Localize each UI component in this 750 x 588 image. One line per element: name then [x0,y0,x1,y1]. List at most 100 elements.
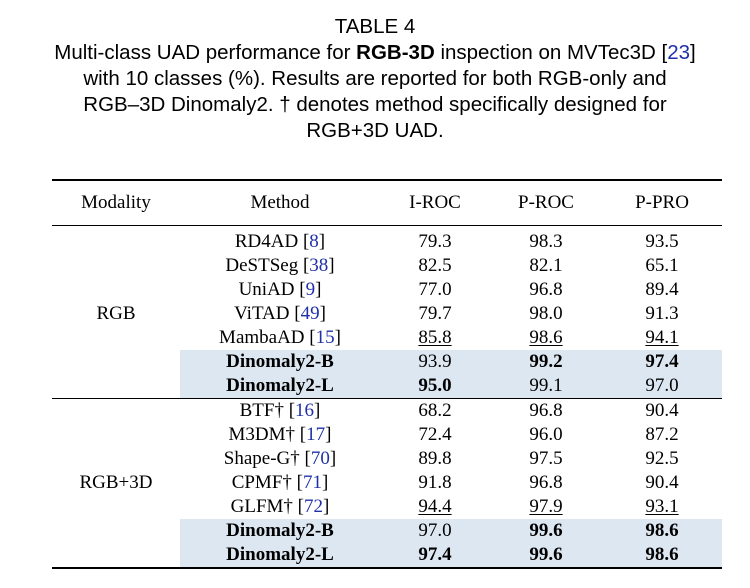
method-cell: Dinomaly2-B [180,519,380,543]
table-number: TABLE 4 [334,15,416,38]
i-roc-cell: 77.0 [418,279,452,300]
citation-link[interactable]: 72 [304,496,324,517]
p-roc-cell: 97.9 [529,496,563,517]
method-cell: DeSTSeg [38] [225,255,335,276]
header-modality: Modality [52,179,180,226]
table-row: M3DM† [17] 72.4 96.0 87.2 [52,423,722,447]
method-cell: Dinomaly2-L [180,374,380,399]
table-row: ViTAD [49] 79.7 98.0 91.3 [52,302,722,326]
p-pro-cell: 97.4 [602,350,722,374]
i-roc-cell: 82.5 [418,255,452,276]
citation-link[interactable]: 23 [667,41,691,64]
caption-text: inspection on MVTec3D [ [434,41,668,64]
i-roc-cell: 68.2 [380,398,490,423]
table-row: RGB RD4AD [8] 79.3 98.3 93.5 [52,230,722,324]
i-roc-cell: 89.8 [418,448,452,469]
caption-text: Multi-class UAD performance for [54,41,357,64]
caption-line-3: RGB–3D Dinomaly2. † denotes method speci… [83,93,667,116]
i-roc-cell: 79.7 [418,303,452,324]
header-row: Modality Method I-ROC P-ROC P-PRO [52,179,722,226]
citation-link[interactable]: 70 [310,448,330,469]
p-pro-cell: 89.4 [645,279,679,300]
p-roc-cell: 96.8 [529,279,563,300]
method-cell: RD4AD [8] [234,231,326,252]
i-roc-cell: 79.3 [418,231,452,252]
i-roc-cell: 94.4 [418,496,452,517]
method-cell: ViTAD [49] [234,303,326,324]
header-method: Method [180,179,380,226]
i-roc-cell: 97.4 [380,543,490,569]
table-row-highlighted: Dinomaly2-B 93.9 99.2 97.4 [52,350,722,374]
i-roc-cell: 85.8 [418,327,452,348]
p-roc-cell: 98.6 [529,327,563,348]
p-pro-cell: 87.2 [645,424,679,445]
citation-link[interactable]: 17 [306,424,326,445]
p-pro-cell: 94.1 [645,327,679,348]
citation-link[interactable]: 16 [295,400,315,421]
modality-cell: RGB+3D [52,398,180,569]
p-roc-cell: 96.0 [529,424,563,445]
table-row: UniAD [9] 77.0 96.8 89.4 [52,278,722,302]
p-pro-cell: 65.1 [645,255,679,276]
header-p-pro: P-PRO [602,179,722,226]
citation-link[interactable]: 9 [305,279,316,300]
p-pro-cell: 93.5 [645,231,679,252]
citation-link[interactable]: 8 [309,231,319,252]
modality-cell: RGB [96,303,136,324]
citation-link[interactable]: 38 [309,255,329,276]
header-i-roc: I-ROC [380,179,490,226]
method-cell: UniAD [9] [238,279,322,300]
p-pro-cell: 91.3 [645,303,679,324]
header-p-roc: P-ROC [490,179,602,226]
caption-line-4: RGB+3D UAD. [306,119,444,142]
method-cell: MambaAD [15] [219,327,341,348]
p-pro-cell: 98.6 [602,543,722,569]
p-roc-cell: 97.5 [529,448,563,469]
i-roc-cell: 95.0 [380,374,490,399]
p-pro-cell: 98.6 [602,519,722,543]
method-cell: M3DM† [17] [228,424,332,445]
table-row: RGB+3D BTF† [16] 68.2 96.8 90.4 [52,398,722,569]
table-row: DeSTSeg [38] 82.5 82.1 65.1 [52,254,722,278]
p-roc-cell: 99.6 [490,519,602,543]
method-cell: Dinomaly2-B [180,350,380,374]
method-cell: BTF† [16] [180,398,380,423]
results-table: Modality Method I-ROC P-ROC P-PRO RGB RD… [52,179,722,569]
p-roc-cell: 98.0 [529,303,563,324]
table-row: MambaAD [15] 85.8 98.6 94.1 [52,326,722,350]
i-roc-cell: 91.8 [418,472,452,493]
method-cell: Dinomaly2-L [180,543,380,569]
i-roc-cell: 93.9 [380,350,490,374]
p-pro-cell: 90.4 [645,472,679,493]
p-roc-cell: 99.6 [490,543,602,569]
caption-line-2: with 10 classes (%). Results are reporte… [83,67,667,90]
table-row: GLFM† [72] 94.4 97.9 93.1 [52,495,722,519]
p-roc-cell: 96.8 [529,472,563,493]
p-pro-cell: 90.4 [602,398,722,423]
table-row: CPMF† [71] 91.8 96.8 90.4 [52,471,722,495]
p-pro-cell: 92.5 [645,448,679,469]
table-row: Shape-G† [70] 89.8 97.5 92.5 [52,447,722,471]
caption-line-1: Multi-class UAD performance for RGB-3D i… [0,40,750,66]
table-row-highlighted: Dinomaly2-L 97.4 99.6 98.6 [52,543,722,569]
p-roc-cell: 96.8 [490,398,602,423]
p-roc-cell: 99.1 [490,374,602,399]
citation-link[interactable]: 15 [315,327,335,348]
p-roc-cell: 82.1 [529,255,563,276]
method-cell: Shape-G† [70] [223,448,337,469]
table-row-highlighted: Dinomaly2-B 97.0 99.6 98.6 [52,519,722,543]
p-roc-cell: 99.2 [490,350,602,374]
citation-link[interactable]: 71 [302,472,322,493]
citation-link[interactable]: 49 [300,303,320,324]
i-roc-cell: 97.0 [380,519,490,543]
caption-bold-term: RGB-3D [356,41,435,64]
p-pro-cell: 93.1 [645,496,679,517]
table-row-highlighted: Dinomaly2-L 95.0 99.1 97.0 [52,374,722,399]
p-roc-cell: 98.3 [529,231,563,252]
caption-text: ] [690,41,696,64]
method-cell: CPMF† [71] [231,472,329,493]
method-cell: GLFM† [72] [230,496,330,517]
p-pro-cell: 97.0 [602,374,722,399]
i-roc-cell: 72.4 [418,424,452,445]
table-caption: TABLE 4 Multi-class UAD performance for … [0,14,750,144]
